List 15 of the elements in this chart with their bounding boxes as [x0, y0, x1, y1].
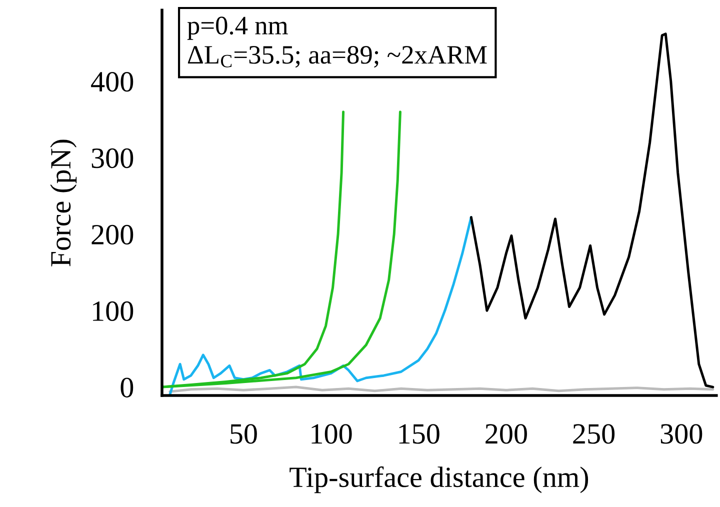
y-tick-label: 200 [92, 224, 134, 245]
y-tick-label: 0 [120, 378, 134, 398]
x-tick-label: 50 [230, 424, 257, 444]
y-tick-label: 300 [92, 148, 134, 168]
x-axis-title: Tip-surface distance (nm) [290, 466, 588, 494]
x-tick-label: 150 [399, 424, 440, 444]
y-tick-label: 400 [91, 72, 134, 92]
y-tick-label: 100 [93, 301, 134, 322]
y-axis-title: Force (pN) [50, 140, 77, 266]
annotation: ΔL$_{C}$=35.5; aa=89; ~2xARM [188, 46, 487, 68]
x-tick-label: 200 [486, 424, 527, 444]
x-tick-label: 100 [312, 424, 352, 444]
annotation: p=0.4 nm [187, 16, 288, 40]
x-tick-label: 250 [573, 424, 615, 444]
x-tick-label: 300 [660, 424, 702, 444]
